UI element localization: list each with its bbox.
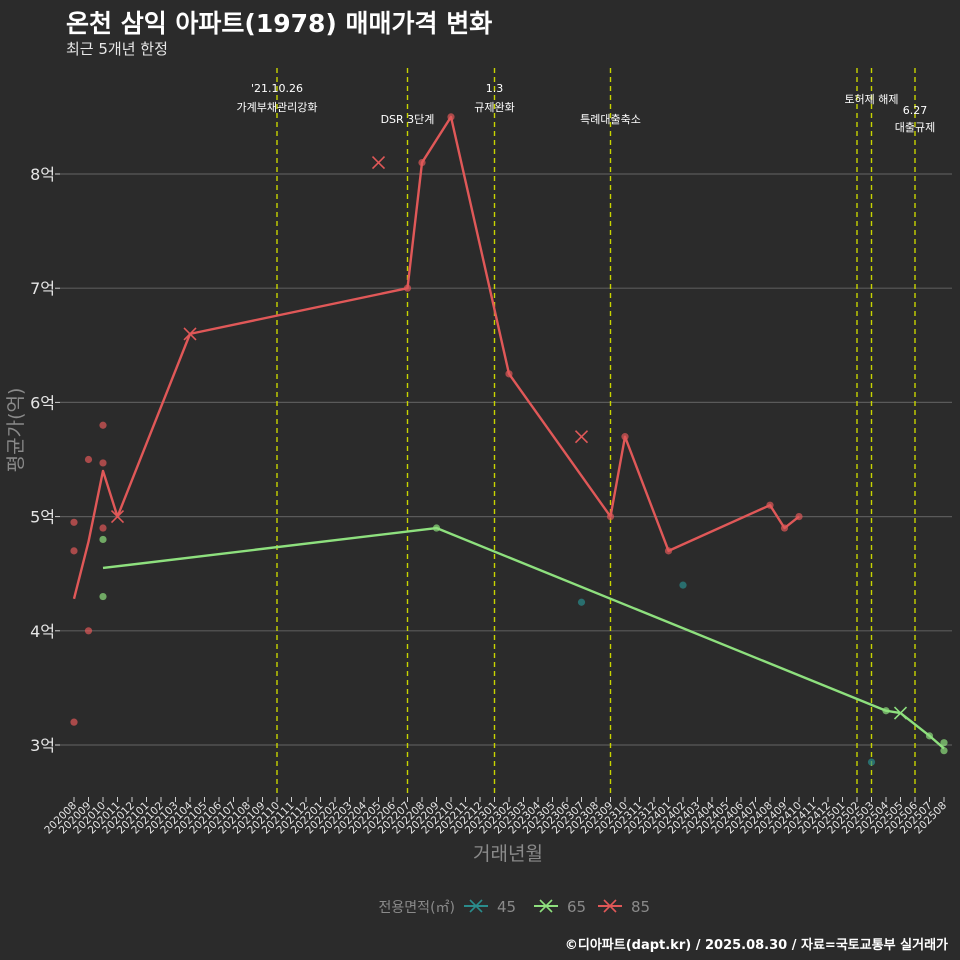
policy-annotation: '21.10.26 (251, 82, 303, 95)
data-point-85 (606, 513, 615, 521)
y-tick-label: 6억 (30, 393, 55, 412)
data-point-85 (418, 158, 426, 167)
legend-key-cross (539, 899, 553, 913)
y-axis-title: 평균가(억) (5, 388, 27, 473)
data-point-65 (882, 707, 890, 715)
cross-stroke (469, 899, 483, 913)
data-point-85 (664, 547, 673, 555)
data-point-65 (99, 535, 107, 544)
y-tick-label: 5억 (30, 508, 55, 527)
data-point-85 (795, 513, 803, 521)
data-point-85 (99, 459, 107, 467)
policy-annotation: 대출규제 (895, 121, 935, 134)
data-point-45 (679, 581, 687, 589)
data-point-65 (940, 747, 948, 755)
cross-stroke (110, 510, 125, 524)
data-point-85 (505, 370, 513, 378)
data-point-85 (99, 524, 107, 532)
data-point-85 (766, 501, 774, 509)
cross-stroke (539, 899, 553, 913)
policy-annotation: 6.27 (903, 104, 928, 117)
data-point-85 (70, 518, 78, 526)
policy-annotation: 특례대출축소 (580, 113, 641, 126)
cross-stroke (183, 327, 197, 341)
data-point-65 (940, 739, 948, 747)
y-tick-label: 8억 (30, 165, 55, 184)
data-point-85 (84, 455, 93, 464)
data-point-85 (621, 433, 629, 441)
source-caption: ©디아파트(dapt.kr) / 2025.08.30 / 자료=국토교통부 실… (564, 938, 948, 953)
legend-label: 65 (567, 898, 586, 916)
data-point-45 (577, 598, 586, 606)
policy-annotation: 가계부채관리강화 (237, 101, 318, 114)
data-point-85 (99, 421, 107, 429)
series-line-65 (102, 526, 945, 750)
cross-point-85 (371, 156, 386, 170)
cross-stroke (574, 430, 589, 444)
y-tick-label: 3억 (30, 736, 55, 755)
legend-label: 85 (631, 898, 650, 916)
cross-stroke (371, 156, 386, 170)
legend-key-cross (469, 899, 483, 913)
policy-annotation: DSR 3단계 (381, 113, 435, 126)
policy-annotation: 규제완화 (474, 101, 514, 114)
legend-title: 전용면적(㎡) (379, 900, 455, 916)
x-axis-title: 거래년월 (473, 843, 543, 865)
data-point-85 (780, 524, 789, 532)
cross-point-65 (893, 706, 908, 720)
cross-stroke (893, 706, 908, 720)
chart-title: 온천 삼익 아파트(1978) 매매가격 변화 (66, 9, 493, 38)
policy-annotation: 토허제 해제 (844, 92, 898, 106)
cross-point-85 (110, 510, 125, 524)
policy-annotation: 1.3 (486, 82, 504, 95)
data-point-85 (70, 718, 78, 726)
data-point-65 (99, 592, 107, 601)
y-tick-label: 7억 (30, 279, 55, 298)
data-point-85 (403, 284, 412, 292)
cross-point-85 (574, 430, 589, 444)
data-point-85 (70, 547, 78, 555)
legend-key-cross (603, 899, 617, 913)
data-point-65 (432, 524, 441, 532)
legend-label: 45 (497, 898, 516, 916)
data-point-65 (925, 732, 934, 740)
cross-stroke (603, 899, 617, 913)
data-point-45 (867, 758, 876, 766)
chart-subtitle: 최근 5개년 한정 (66, 40, 168, 58)
y-tick-label: 4억 (30, 622, 55, 641)
data-point-85 (447, 113, 455, 121)
data-point-85 (84, 627, 93, 635)
cross-point-85 (183, 327, 197, 341)
